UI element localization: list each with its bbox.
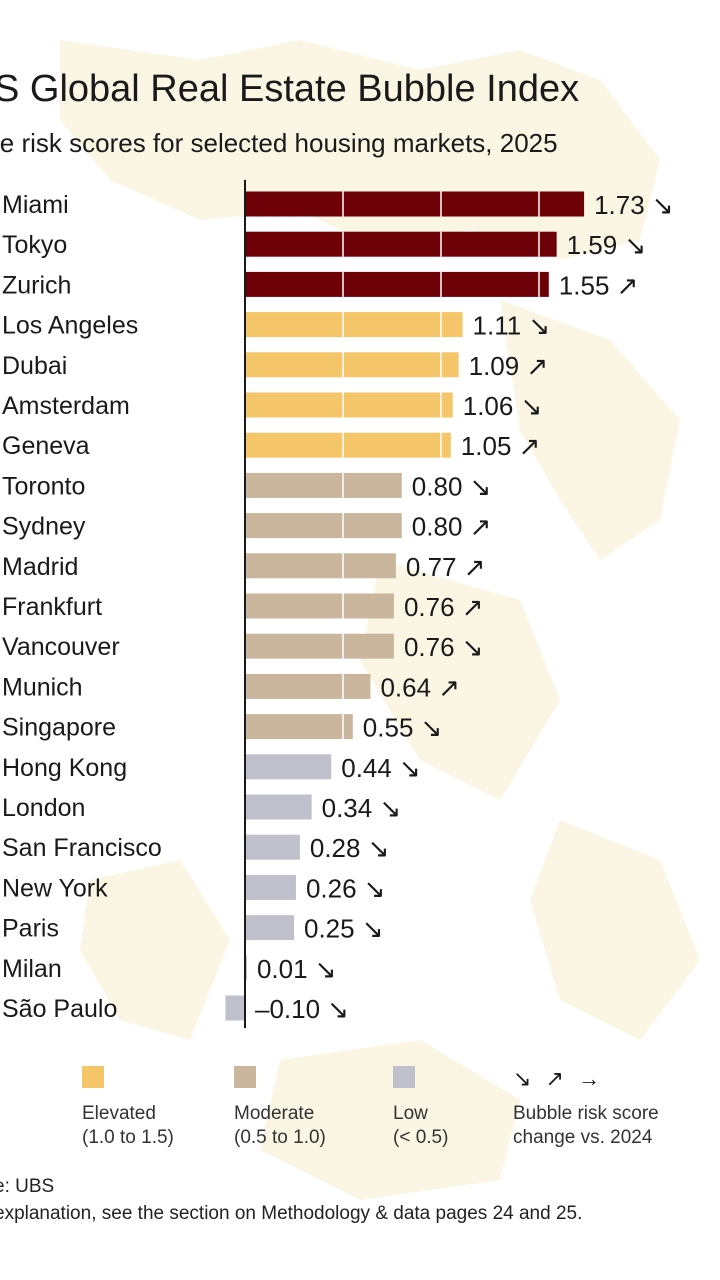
bar [245,794,312,820]
value-label: 0.25 ↘ [304,914,384,944]
category-label: Paris [2,915,59,943]
bar [245,472,402,498]
value-label: 0.64 ↗ [380,672,460,702]
value-label: 0.26 ↘ [306,873,386,903]
value-label: 0.28 ↘ [310,833,390,863]
category-label: Hong Kong [2,754,127,782]
bar [245,714,353,740]
value-label: 1.59 ↘ [567,230,647,260]
value-label: 1.06 ↘ [463,391,543,421]
value-label: 0.55 ↘ [363,713,443,743]
chart-subtitle: le risk scores for selected housing mark… [0,128,558,158]
bar-chart: Miami 1.73 ↘ Tokyo 1.59 ↘ Zurich 1.55 ↗ Los An… [2,179,674,1029]
bar [245,392,453,418]
value-label: 0.76 ↗ [404,592,484,622]
bar [245,432,451,458]
value-label: 1.05 ↗ [461,431,541,461]
value-label: 0.44 ↘ [341,753,421,783]
category-label: New York [2,874,108,902]
bar [245,673,371,699]
bar [245,271,549,297]
value-label: 1.09 ↗ [469,351,549,381]
value-label: 0.80 ↗ [412,512,492,542]
category-label: São Paulo [2,995,117,1023]
bar [245,754,332,780]
map-landmass-center [360,560,560,800]
bar [245,593,394,619]
bar [245,352,459,378]
legend-item-change: ↘ ↗ → Bubble risk score change vs. 2024 [513,1066,659,1150]
category-label: Madrid [2,553,78,581]
bar [245,633,394,659]
bar [245,312,463,338]
bar [245,915,294,941]
source-note: e: UBS [0,1176,55,1197]
legend-label-moderate: Moderate (0.5 to 1.0) [234,1103,326,1148]
map-landmass-bottom [260,1040,520,1200]
bar [245,191,585,217]
category-label: Sydney [2,513,86,541]
category-label: Geneva [2,432,90,460]
category-label: Tokyo [2,231,67,259]
bar [245,553,396,579]
category-label: Toronto [2,472,85,500]
bar [245,231,557,257]
value-label: 0.01 ↘ [257,954,337,984]
bar [245,513,402,539]
chart-title: S Global Real Estate Bubble Index [0,68,580,110]
legend-arrows-icon: ↘ ↗ → [513,1066,605,1091]
legend-item-moderate: Moderate (0.5 to 1.0) [234,1066,326,1150]
value-label: 1.73 ↘ [594,190,674,220]
value-label: –0.10 ↘ [255,994,349,1024]
category-label: Los Angeles [2,312,138,340]
value-label: 0.80 ↘ [412,471,492,501]
category-label: Milan [2,955,62,983]
bar [245,874,296,900]
category-label: Dubai [2,352,67,380]
value-label: 0.77 ↗ [406,552,486,582]
value-label: 0.34 ↘ [322,793,402,823]
legend-label-low: Low (< 0.5) [393,1103,449,1148]
category-label: Amsterdam [2,392,130,420]
category-label: Singapore [2,714,116,742]
legend-label-change: Bubble risk score change vs. 2024 [513,1103,659,1148]
map-landmass-west [80,860,230,1040]
value-label: 1.55 ↗ [559,270,639,300]
legend-swatch-elevated [82,1066,104,1088]
map-landmass-east [500,300,680,560]
category-label: London [2,794,85,822]
bar [225,995,245,1021]
category-label: Vancouver [2,633,120,661]
bar [245,834,300,860]
map-landmass-south [530,820,700,1040]
legend-item-low: Low (< 0.5) [393,1066,448,1150]
category-label: San Francisco [2,834,162,862]
value-label: 0.76 ↘ [404,632,484,662]
legend-swatch-low [393,1066,415,1088]
methodology-note: explanation, see the section on Methodol… [0,1203,583,1224]
category-label: Munich [2,673,83,701]
legend-swatch-moderate [234,1066,256,1088]
category-label: Miami [2,191,69,219]
value-label: 1.11 ↘ [473,311,551,341]
category-label: Frankfurt [2,593,102,621]
legend-item-elevated: Elevated (1.0 to 1.5) [82,1066,174,1150]
category-label: Zurich [2,271,71,299]
legend-label-elevated: Elevated (1.0 to 1.5) [82,1103,174,1148]
